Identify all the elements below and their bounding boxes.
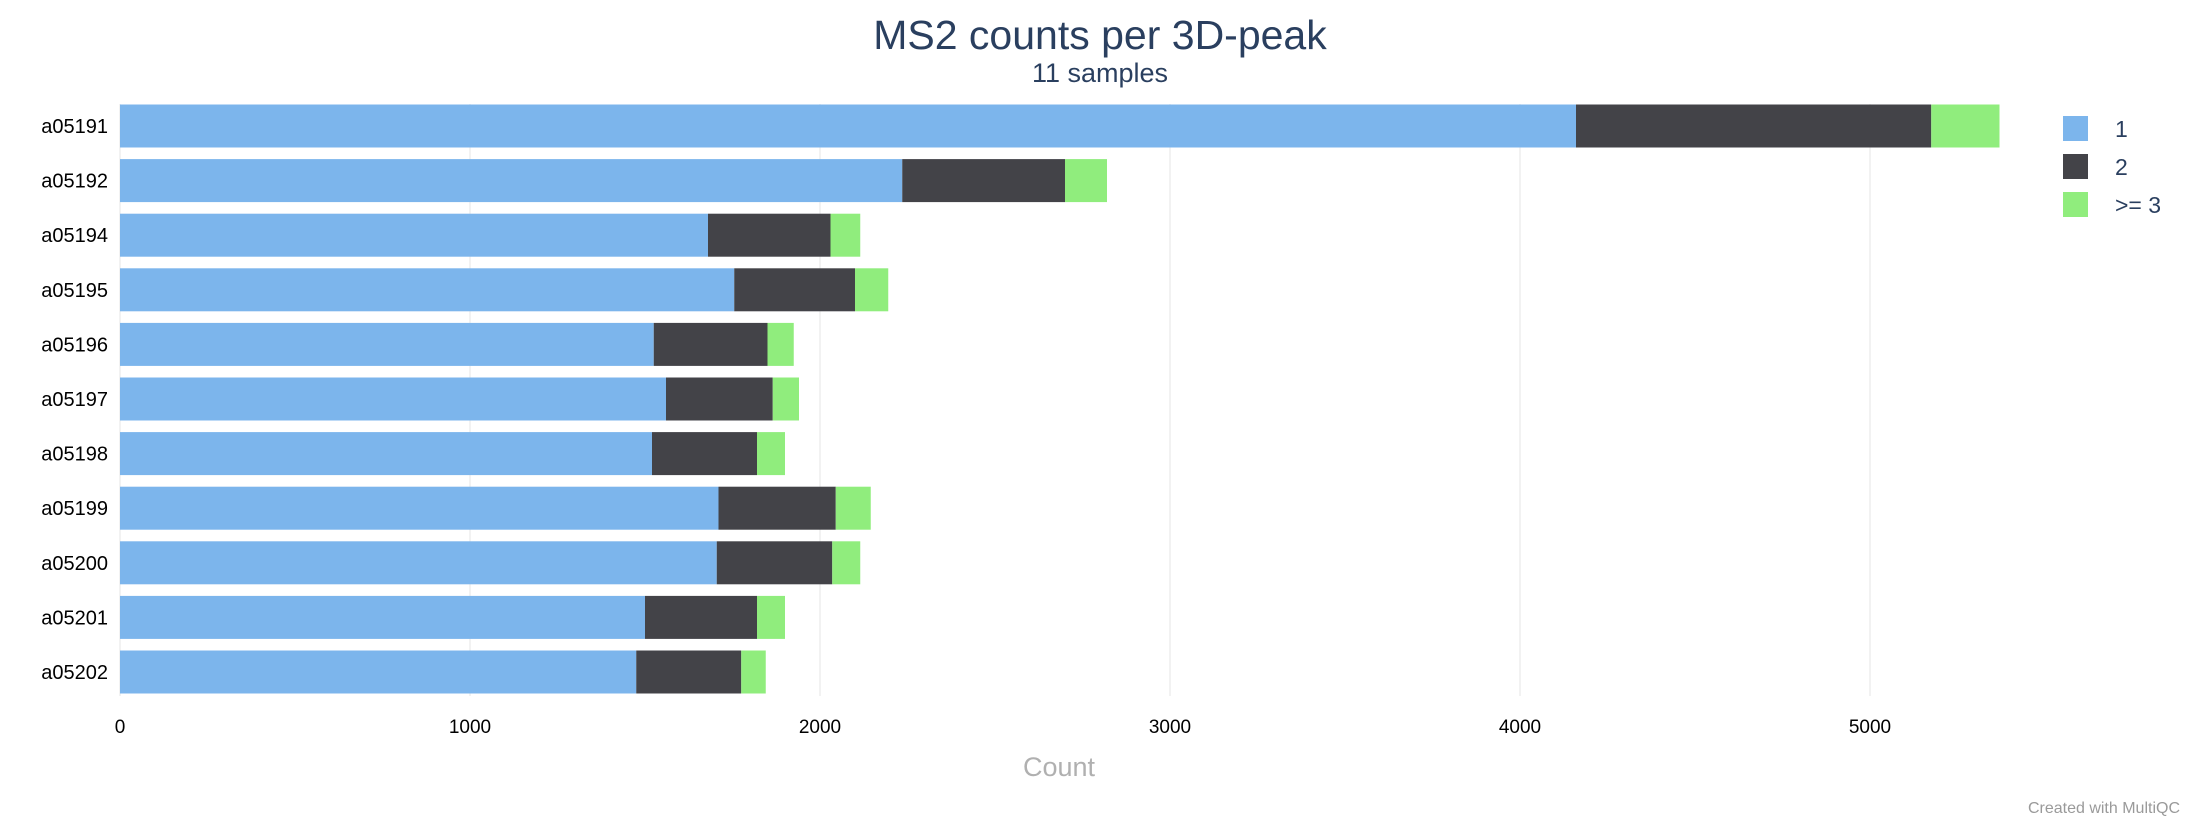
bar-segment[interactable] [1931,104,2000,148]
legend-label[interactable]: >= 3 [2115,192,2161,218]
bar-segment[interactable] [120,486,719,530]
bar-segment[interactable] [757,595,785,639]
category-label: a05194 [41,225,108,247]
bar-segment[interactable] [741,650,766,694]
bar-segment[interactable] [120,650,637,694]
bar-segment[interactable] [716,541,833,585]
category-label: a05192 [41,171,108,193]
bar-segment[interactable] [652,432,757,476]
x-tick-labels: 0 1000 2000 3000 4000 5000 [115,717,1891,738]
bar-segment[interactable] [120,213,708,257]
bar-segment[interactable] [767,322,794,366]
bar-segment[interactable] [120,322,654,366]
chart-subtitle: 11 samples [1031,58,1169,88]
legend-swatch[interactable] [2063,192,2088,217]
x-tick-label: 1000 [449,717,491,738]
x-tick-label: 4000 [1499,717,1541,738]
bar-segment[interactable] [1576,104,1932,148]
bar-segment[interactable] [120,268,735,312]
category-label: a05197 [41,389,108,411]
bar-segment[interactable] [120,159,903,203]
x-tick-label: 5000 [1849,717,1891,738]
bar-segment[interactable] [120,432,652,476]
category-label: a05198 [41,444,108,466]
category-label: a05201 [41,607,108,629]
legend: 1 2 >= 3 [2063,116,2161,218]
bar-segment[interactable] [120,377,666,421]
bar-segment[interactable] [832,541,861,585]
x-tick-label: 0 [115,717,126,738]
category-label: a05195 [41,280,108,302]
bar-segment[interactable] [120,104,1576,148]
category-label: a05200 [41,553,108,575]
bar-segment[interactable] [636,650,742,694]
bar-segment[interactable] [835,486,871,530]
bar-segment[interactable] [734,268,855,312]
category-label: a05191 [41,116,108,138]
bar-segment[interactable] [772,377,799,421]
category-labels: a05191 a05192 a05194 a05195 a05196 a05197 a051… [41,116,108,684]
bar-segment[interactable] [653,322,768,366]
category-label: a05202 [41,662,108,684]
bar-segment[interactable] [120,595,645,639]
category-label: a05196 [41,334,108,356]
legend-swatch[interactable] [2063,116,2088,141]
legend-label[interactable]: 1 [2115,116,2128,142]
chart-title: MS2 counts per 3D-peak [873,12,1327,58]
bars [120,104,2000,694]
legend-swatch[interactable] [2063,154,2088,179]
bar-segment[interactable] [120,541,717,585]
bar-segment[interactable] [645,595,757,639]
category-label: a05199 [41,498,108,520]
bar-segment[interactable] [666,377,773,421]
bar-segment[interactable] [1065,159,1107,203]
bar-segment[interactable] [718,486,836,530]
legend-label[interactable]: 2 [2115,154,2128,180]
x-axis-title: Count [1023,752,1096,782]
x-tick-label: 2000 [799,717,841,738]
bar-segment[interactable] [830,213,861,257]
credit-text[interactable]: Created with MultiQC [2027,800,2180,817]
x-tick-label: 3000 [1149,717,1191,738]
bar-segment[interactable] [708,213,831,257]
bar-segment[interactable] [902,159,1065,203]
bar-segment[interactable] [855,268,889,312]
bar-segment[interactable] [757,432,785,476]
